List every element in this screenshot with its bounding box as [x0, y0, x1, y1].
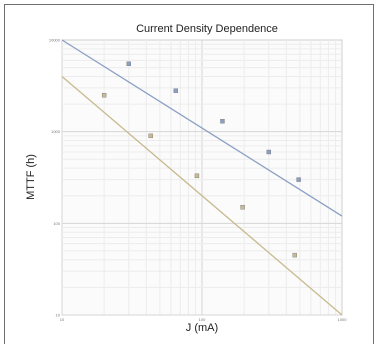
x-tick-label: 100 — [199, 317, 206, 322]
data-point-series-2 — [240, 204, 245, 210]
x-tick-label: 10 — [60, 317, 65, 322]
fit-line-2 — [61, 75, 343, 316]
x-axis-label: J (mA) — [186, 322, 218, 334]
chart-title: Current Density Dependence — [136, 23, 278, 35]
data-point-series-2 — [148, 133, 153, 139]
fit-lines — [61, 39, 343, 316]
y-tick-label: 100 — [53, 221, 60, 226]
data-points — [101, 61, 301, 258]
data-point-series-1 — [296, 177, 301, 182]
data-point-series-2 — [292, 252, 297, 258]
data-point-series-1 — [126, 61, 131, 67]
grid — [61, 40, 342, 316]
y-tick-label: 10 — [56, 313, 61, 318]
data-point-series-1 — [266, 149, 271, 155]
fit-line-1 — [61, 39, 343, 217]
data-point-series-1 — [173, 88, 179, 93]
data-point-series-2 — [194, 173, 200, 179]
tick-labels: 10 100 1000 10 100 1000 10000 — [49, 38, 347, 323]
x-tick-label: 1000 — [338, 317, 348, 322]
y-axis-label: MTTF (h) — [25, 154, 37, 200]
data-point-series-1 — [220, 119, 225, 124]
y-tick-label: 10000 — [49, 38, 61, 43]
y-tick-label: 1000 — [51, 129, 61, 134]
data-point-series-2 — [101, 92, 107, 98]
